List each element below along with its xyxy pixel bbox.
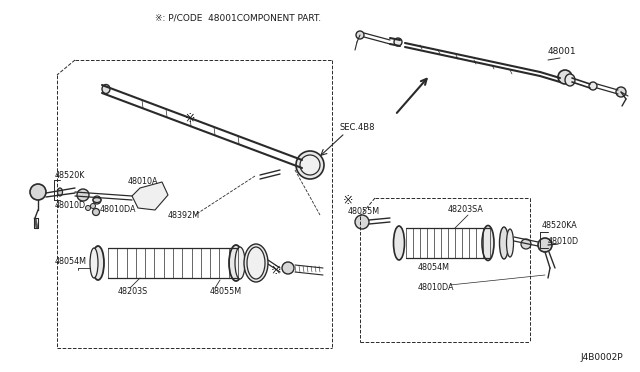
Polygon shape xyxy=(132,182,168,210)
Ellipse shape xyxy=(394,38,402,46)
Text: ※: ※ xyxy=(343,193,353,206)
Circle shape xyxy=(282,262,294,274)
Ellipse shape xyxy=(482,225,494,260)
Text: 48392M: 48392M xyxy=(168,211,200,219)
Ellipse shape xyxy=(244,244,268,282)
Ellipse shape xyxy=(589,82,597,90)
Text: 48055M: 48055M xyxy=(348,208,380,217)
Circle shape xyxy=(355,215,369,229)
Text: 48203SA: 48203SA xyxy=(448,205,484,215)
Text: 48055M: 48055M xyxy=(210,288,242,296)
Ellipse shape xyxy=(93,198,101,202)
Text: SEC.4B8: SEC.4B8 xyxy=(340,124,376,132)
Circle shape xyxy=(538,238,552,252)
Circle shape xyxy=(356,31,364,39)
Circle shape xyxy=(90,203,95,208)
Circle shape xyxy=(77,189,89,201)
Ellipse shape xyxy=(247,247,265,279)
Text: 48054M: 48054M xyxy=(418,263,450,273)
Circle shape xyxy=(93,196,101,204)
Circle shape xyxy=(93,208,99,215)
Text: 48520KA: 48520KA xyxy=(542,221,578,230)
Ellipse shape xyxy=(90,248,98,278)
Ellipse shape xyxy=(235,247,245,279)
Text: ※: ※ xyxy=(185,112,195,125)
Text: 48054M: 48054M xyxy=(55,257,87,266)
Ellipse shape xyxy=(558,70,572,84)
Circle shape xyxy=(296,151,324,179)
Text: 48010DA: 48010DA xyxy=(418,283,454,292)
Text: 48001: 48001 xyxy=(548,48,577,57)
Ellipse shape xyxy=(499,227,509,259)
Ellipse shape xyxy=(506,229,513,257)
Text: 48010A: 48010A xyxy=(128,177,159,186)
Ellipse shape xyxy=(92,246,104,280)
Ellipse shape xyxy=(565,74,575,86)
Ellipse shape xyxy=(229,245,243,281)
Text: 48010DA: 48010DA xyxy=(100,205,136,215)
Text: 48203S: 48203S xyxy=(118,288,148,296)
Circle shape xyxy=(521,239,531,249)
Ellipse shape xyxy=(102,84,110,93)
Text: J4B0002P: J4B0002P xyxy=(580,353,623,362)
Ellipse shape xyxy=(394,226,404,260)
Ellipse shape xyxy=(58,188,63,196)
Circle shape xyxy=(86,205,90,211)
Circle shape xyxy=(30,184,46,200)
Text: 48010D: 48010D xyxy=(548,237,579,247)
Circle shape xyxy=(616,87,626,97)
Text: 48520K: 48520K xyxy=(55,170,85,180)
Text: 48010D: 48010D xyxy=(55,201,86,209)
Circle shape xyxy=(300,155,320,175)
Text: ※: P/CODE  48001COMPONENT PART.: ※: P/CODE 48001COMPONENT PART. xyxy=(155,13,321,22)
Text: ※: ※ xyxy=(271,263,281,276)
